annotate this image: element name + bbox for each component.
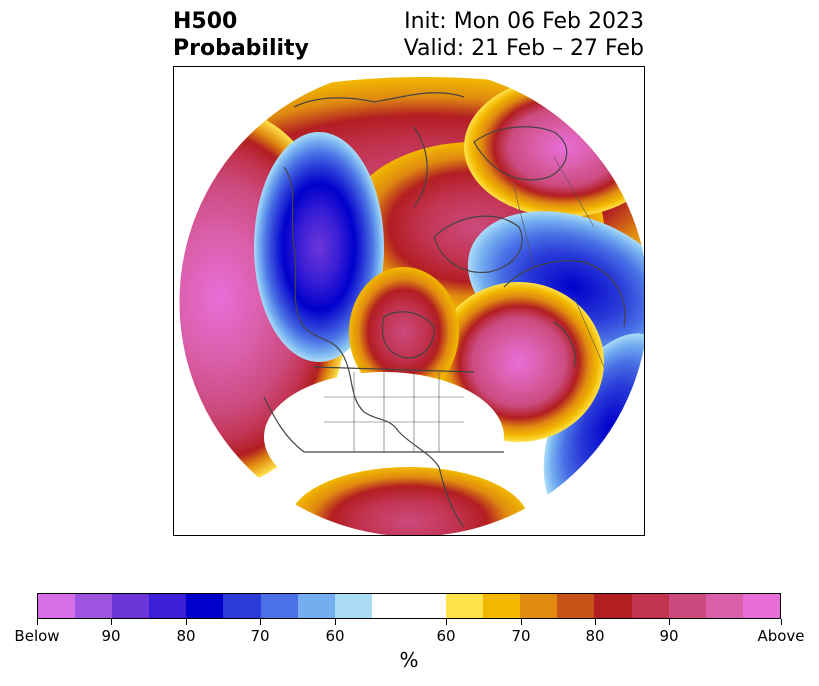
colorbar-below-segment: [297, 594, 335, 618]
colorbar-tick: [335, 619, 336, 625]
colorbar-above-segment: [594, 594, 632, 618]
title-left: H500 Probability: [173, 8, 309, 62]
colorbar-tick: [669, 619, 670, 625]
colorbar-above-segment: [631, 594, 669, 618]
colorbar-below-segment: [38, 594, 76, 618]
valid-range: Valid: 21 Feb – 27 Feb: [403, 36, 644, 61]
colorbar-tick-label: 60: [436, 627, 456, 645]
colorbar-units: %: [399, 648, 419, 672]
title-product: Probability: [173, 36, 309, 61]
state-borders: [324, 156, 605, 452]
colorbar-above-segment: [520, 594, 558, 618]
colorbar-below-segment: [260, 594, 298, 618]
colorbar-above-segment: [742, 594, 780, 618]
colorbar-tick: [186, 619, 187, 625]
colorbar-below-segment: [186, 594, 224, 618]
colorbar-tick-label: 80: [585, 627, 605, 645]
colorbar-tick: [446, 619, 447, 625]
colorbar-tick-label: Below: [14, 627, 60, 645]
title-right: Init: Mon 06 Feb 2023 Valid: 21 Feb – 27…: [404, 8, 644, 62]
title-variable: H500: [173, 9, 238, 34]
hemisphere-outline: [178, 67, 644, 535]
southeast-us-positive-anomaly: [289, 467, 529, 535]
colorbar-above-segment: [446, 594, 484, 618]
western-canada-negative-anomaly: [254, 132, 384, 362]
colorbar-below-segment: [75, 594, 113, 618]
colorbar-above-segment: [705, 594, 743, 618]
colorbar-below-segment: [149, 594, 187, 618]
colorbar-tick: [595, 619, 596, 625]
colorbar-tick-label: 70: [511, 627, 531, 645]
colorbar-tick-label: 80: [176, 627, 196, 645]
init-date: Init: Mon 06 Feb 2023: [404, 9, 644, 34]
colorbar-tick: [260, 619, 261, 625]
hudson-bay-positive-anomaly: [349, 267, 459, 397]
colorbar-below-segment: [334, 594, 372, 618]
colorbar-tick: [37, 619, 38, 625]
colorbar-tick: [781, 619, 782, 625]
colorbar-above-segment: [557, 594, 595, 618]
colorbar-tick: [111, 619, 112, 625]
colorbar-above-segment: [483, 594, 521, 618]
colorbar-tick-label: 90: [101, 627, 121, 645]
probability-map: [173, 66, 645, 536]
coastlines: [263, 92, 626, 528]
colorbar-tick-label: 60: [325, 627, 345, 645]
colorbar-below-segment: [112, 594, 150, 618]
map-svg: [178, 67, 644, 535]
colorbar-neutral-segment: [371, 594, 447, 618]
colorbar-tick: [521, 619, 522, 625]
colorbar-below-segment: [223, 594, 261, 618]
colorbar-tick-label: Above: [757, 627, 805, 645]
colorbar-tick-label: 90: [659, 627, 679, 645]
colorbar: [37, 593, 781, 619]
colorbar-tick-label: 70: [250, 627, 270, 645]
colorbar-above-segment: [668, 594, 706, 618]
